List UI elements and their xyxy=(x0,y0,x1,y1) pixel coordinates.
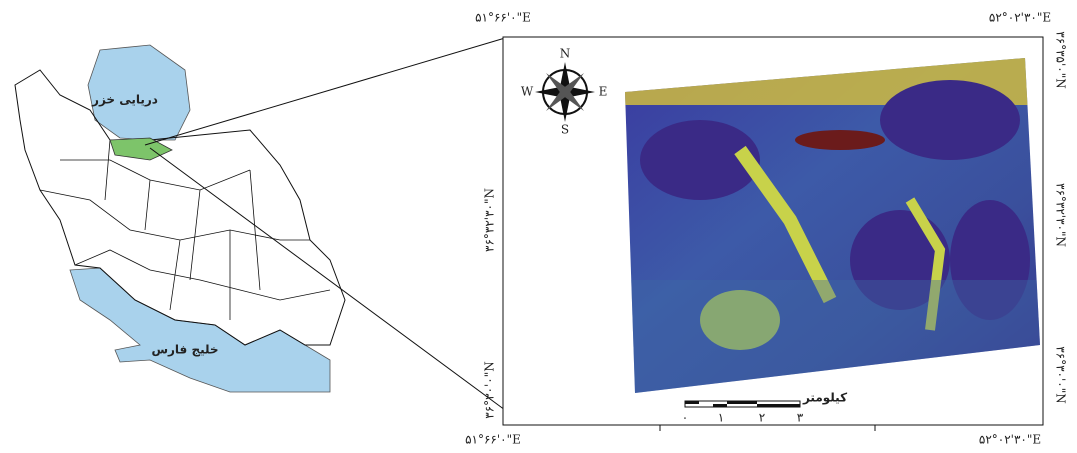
right-coord-label: ۳۶°۳۰'۰"N xyxy=(1054,346,1068,404)
inset-map: دریایی خزر خلیج فارس xyxy=(15,38,505,410)
figure: دریایی خزر خلیج فارس N E S W xyxy=(0,0,1077,453)
scale-tick-label: ۰ xyxy=(682,411,688,425)
leader-line xyxy=(145,38,505,145)
scale-tick-label: ۱ xyxy=(718,411,724,425)
gulf-label: خلیج فارس xyxy=(151,343,218,357)
compass-s: S xyxy=(561,123,569,137)
top-coord-label: ۵۱°۶۶'۰"E xyxy=(475,11,531,25)
study-region xyxy=(110,138,172,160)
scale-unit: کیلومتر xyxy=(802,391,847,406)
persian-gulf xyxy=(70,268,330,392)
bottom-coord-label: ۵۲°۰۲'۳۰"E xyxy=(979,433,1041,447)
bottom-coord-label: ۵۱°۶۶'۰"E xyxy=(465,433,521,447)
left-coord-label: ۳۶°۳۰'۰"N xyxy=(483,361,497,419)
right-coord-label: ۳۶°۳۵'۰"N xyxy=(1054,31,1068,89)
compass-n: N xyxy=(560,47,571,61)
scale-tick-label: ۳ xyxy=(797,411,804,425)
left-coord-label: ۳۶°۳۲'۳۰"N xyxy=(483,188,497,252)
top-coord-label: ۵۲°۰۲'۳۰"E xyxy=(989,11,1051,25)
right-coord-label: ۳۶°۳۲'۳۰"N xyxy=(1054,183,1068,247)
main-map: N E S W کیلومتر xyxy=(503,37,1045,425)
scale-tick-label: ۲ xyxy=(759,411,765,425)
compass-e: E xyxy=(599,85,608,99)
compass-w: W xyxy=(521,85,534,99)
sea-label: دریایی خزر xyxy=(91,93,158,107)
